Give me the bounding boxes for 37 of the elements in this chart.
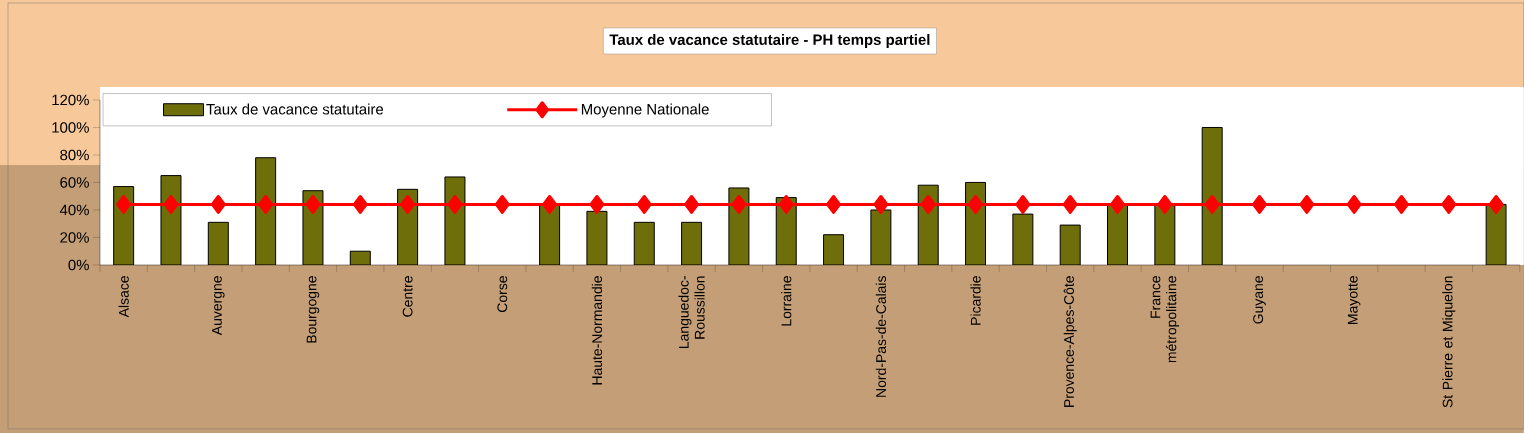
x-tick-label: Lorraine [781,276,792,326]
bar [444,176,466,265]
bar [113,186,135,265]
bar [823,234,845,265]
bar [965,182,987,265]
bar [1201,127,1223,265]
bar [633,221,655,265]
x-tick-label: Centre [402,276,413,317]
x-tick-label: Languedoc-Roussillon [678,276,705,349]
legend-label: Taux de vacance statutaire [206,103,384,115]
y-tick-label: 80% [60,149,89,161]
x-tick-label: Picardie [970,276,981,325]
bar [255,157,277,265]
x-tick-label: Mayotte [1347,276,1361,324]
x-tick-label: Auvergne [212,276,225,336]
bar [681,221,703,265]
y-tick-label: 40% [59,204,89,216]
y-tick-label: 20% [60,232,89,243]
x-tick-label: Guyane [1253,276,1266,324]
y-tick-label: 100% [52,122,89,133]
bar [728,187,750,265]
bar [160,175,182,265]
y-tick-label: 0% [68,259,89,271]
x-tick-label: Alsace [118,276,129,318]
x-tick-label: Corse [497,276,508,313]
x-tick-label: Haute-Normandie [591,276,603,385]
x-tick-label: St Pierre et Miquelon [1442,276,1456,408]
chart-title: Taux de vacance statutaire - PH temps partiel [609,34,930,48]
x-tick-label: Bourgogne [306,276,320,343]
bar [1059,224,1081,265]
x-tick-label: Nord-Pas-de-Calais [875,276,887,397]
y-tick-label: 60% [60,177,89,188]
bar [207,221,229,265]
x-tick-label: Provence-Alpes-Côte [1063,276,1077,407]
legend-label: Moyenne Nationale [581,103,709,118]
x-tick-label: France métropolitaine [1150,276,1180,363]
y-tick-label: 120% [52,94,89,106]
